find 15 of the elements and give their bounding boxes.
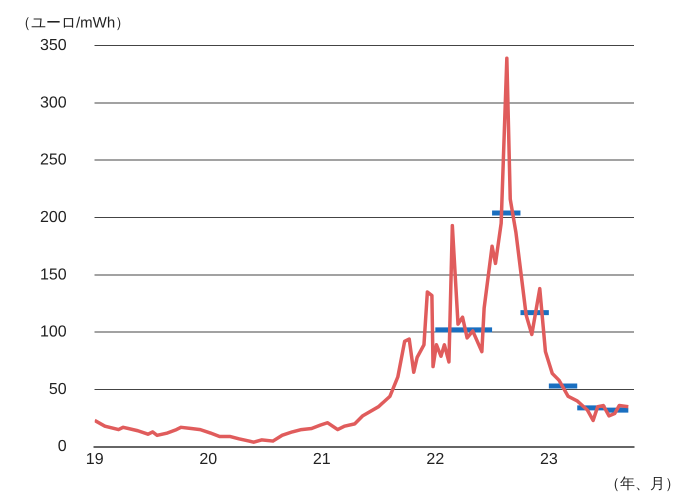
- x-axis-title: （年、月）: [605, 476, 680, 493]
- y-tick-label: 200: [40, 208, 67, 226]
- x-tick-label: 22: [426, 450, 444, 468]
- y-axis-title: （ユーロ/mWh）: [16, 14, 130, 32]
- y-tick-label: 50: [48, 380, 67, 398]
- y-tick-label: 250: [40, 152, 67, 169]
- x-tick-label: 20: [199, 450, 218, 468]
- y-tick-label: 150: [40, 266, 67, 284]
- x-tick-label: 19: [86, 450, 104, 468]
- y-tick-label: 0: [58, 438, 67, 456]
- x-tick-label: 23: [540, 450, 558, 468]
- x-tick-label: 21: [312, 450, 331, 468]
- y-tick-label: 350: [40, 37, 67, 54]
- y-tick-label: 100: [40, 324, 67, 341]
- y-tick-label: 300: [40, 94, 67, 112]
